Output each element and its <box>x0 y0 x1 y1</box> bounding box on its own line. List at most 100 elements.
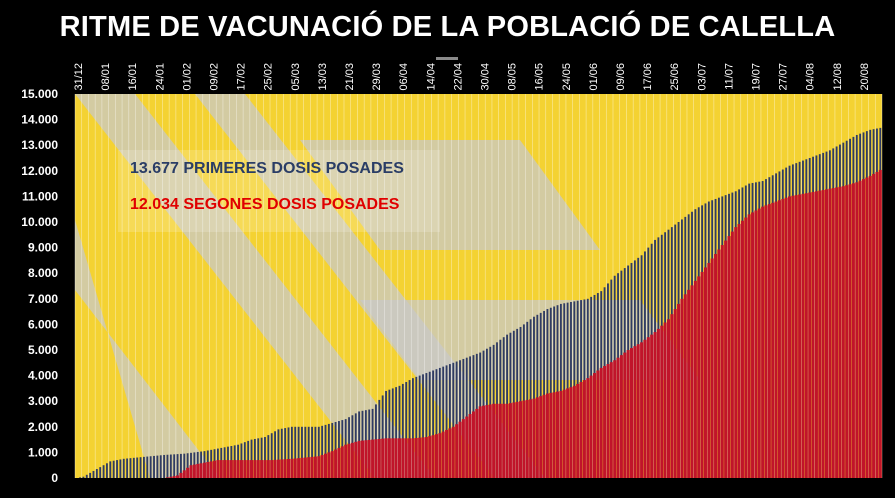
second-dose-bar <box>835 187 839 478</box>
second-dose-bar <box>478 406 482 478</box>
first-dose-bar <box>418 375 421 478</box>
y-tick-label: 12.000 <box>21 164 58 178</box>
second-dose-bar <box>364 440 368 478</box>
second-dose-bar <box>461 419 465 478</box>
background-band <box>75 220 220 478</box>
second-dose-bar <box>300 457 304 478</box>
second-dose-bar <box>250 460 254 478</box>
x-tick-label: 08/01 <box>100 63 112 91</box>
x-tick-label: 12/08 <box>832 63 844 91</box>
second-dose-bar <box>791 195 795 478</box>
y-tick-label: 6.000 <box>28 317 58 331</box>
second-dose-bar <box>337 447 341 478</box>
first-dose-bar <box>412 378 414 478</box>
second-dose-bar <box>475 408 479 478</box>
second-dose-bar <box>394 438 398 478</box>
first-dose-bar <box>448 364 451 478</box>
first-dose-bar <box>284 428 287 478</box>
second-dose-bar <box>582 380 586 478</box>
second-dose-bar <box>213 460 217 478</box>
legend-panel <box>118 150 440 232</box>
second-dose-bar <box>508 403 512 478</box>
second-dose-bar <box>303 457 307 478</box>
second-dose-bar <box>367 439 371 478</box>
first-dose-bar <box>159 455 162 478</box>
first-dose-bar <box>543 310 545 478</box>
second-dose-bar <box>445 430 449 478</box>
second-dose-bar <box>673 309 677 478</box>
x-tick-label: 01/06 <box>588 63 600 91</box>
second-dose-bar <box>878 169 882 478</box>
first-dose-bar <box>297 426 300 478</box>
first-dose-bar <box>331 422 334 478</box>
second-dose-bar <box>495 403 499 478</box>
second-dose-bar <box>330 451 334 478</box>
first-dose-bar <box>432 370 435 478</box>
first-dose-bar <box>132 457 135 478</box>
first-dose-bar <box>112 460 115 478</box>
second-dose-bar <box>872 173 876 478</box>
second-dose-bar <box>666 319 670 478</box>
first-dose-bar <box>267 435 270 478</box>
first-dose-bar <box>183 453 186 478</box>
second-dose-bar <box>623 352 627 478</box>
second-dose-bar <box>236 460 240 478</box>
second-dose-bar <box>717 249 721 478</box>
second-dose-bar <box>798 194 802 479</box>
second-dose-bar <box>603 366 607 478</box>
first-dose-bar <box>398 385 401 478</box>
second-dose-bar <box>424 437 428 478</box>
second-dose-bar <box>219 460 223 478</box>
second-dose-bar <box>297 458 301 478</box>
second-dose-bar <box>283 459 287 478</box>
second-dose-bar <box>340 446 344 478</box>
x-tick-label: 14/04 <box>425 63 437 91</box>
first-dose-bar <box>307 426 310 478</box>
second-dose-bar <box>233 460 237 478</box>
second-dose-bar <box>357 440 361 478</box>
second-dose-bar <box>488 404 492 478</box>
second-dose-bar <box>455 424 459 478</box>
first-dose-bar <box>452 362 455 478</box>
first-dose-bar <box>327 423 330 478</box>
second-dose-bar <box>868 175 872 479</box>
first-dose-bar <box>445 365 448 478</box>
first-dose-bar <box>317 426 320 478</box>
second-dose-bar <box>260 460 264 478</box>
second-dose-bar <box>266 460 270 478</box>
x-tick-label: 08/05 <box>507 63 519 91</box>
second-dose-bar <box>438 433 442 478</box>
second-dose-bar <box>825 189 829 479</box>
second-dose-bar <box>626 350 630 478</box>
second-dose-bar <box>596 370 600 478</box>
second-dose-bar <box>764 205 768 479</box>
first-dose-bar <box>260 437 263 478</box>
second-dose-bar <box>179 472 183 478</box>
first-dose-bar <box>126 458 129 478</box>
first-dose-bar <box>253 438 256 478</box>
second-dose-bar <box>411 438 415 478</box>
second-dose-bar <box>818 190 822 478</box>
first-dose-bar <box>95 469 98 478</box>
first-dose-bar <box>304 426 307 478</box>
second-dose-bar <box>354 441 358 478</box>
y-tick-label: 10.000 <box>21 215 58 229</box>
first-dose-bar <box>136 457 139 478</box>
second-dose-bar <box>663 322 667 478</box>
second-dose-bar <box>586 378 590 478</box>
first-dose-bar <box>442 366 445 478</box>
second-dose-bar <box>737 223 741 478</box>
second-dose-bar <box>381 438 385 478</box>
second-dose-bar <box>781 198 785 478</box>
x-tick-label: 25/02 <box>263 63 275 91</box>
background-band <box>300 140 600 250</box>
first-dose-bar <box>277 429 280 478</box>
second-dose-bar <box>525 399 529 478</box>
x-tick-label: 03/07 <box>696 63 708 91</box>
x-tick-label: 24/05 <box>561 63 573 91</box>
second-dose-bar <box>653 332 657 478</box>
y-tick-label: 2.000 <box>28 420 58 434</box>
x-tick-label: 16/05 <box>534 63 546 91</box>
second-dose-bar <box>804 193 808 478</box>
x-tick-label: 01/02 <box>181 63 193 91</box>
